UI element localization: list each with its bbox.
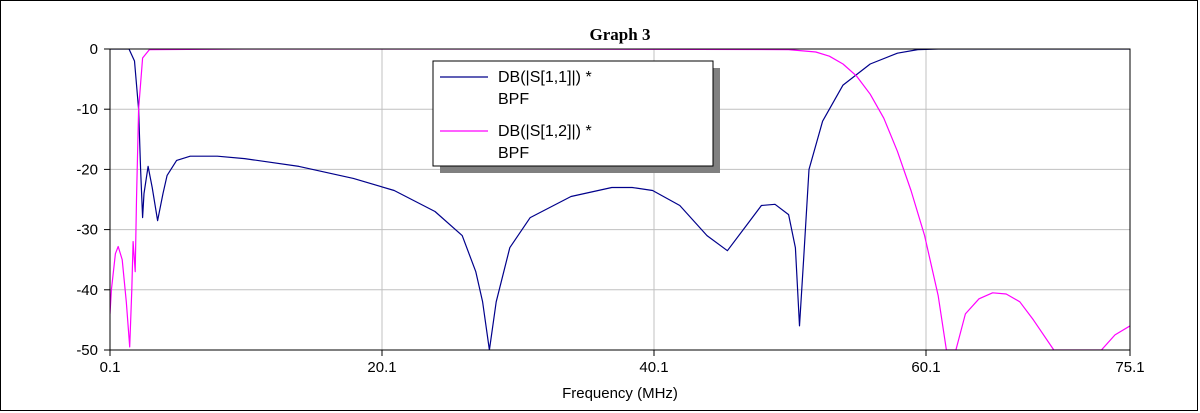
x-tick-label: 20.1 — [367, 359, 396, 376]
x-axis-label: Frequency (MHz) — [562, 385, 678, 402]
y-tick-label: -40 — [76, 282, 98, 299]
x-tick-label: 60.1 — [911, 359, 940, 376]
legend-box — [432, 60, 714, 167]
legend: DB(|S[1,1]|) * BPF DB(|S[1,2]|) * BPF — [432, 60, 720, 173]
series-line-s11 — [110, 49, 1130, 350]
x-tick-label: 75.1 — [1115, 359, 1144, 376]
x-tick-label: 0.1 — [100, 359, 121, 376]
plot-area-border — [109, 48, 1131, 351]
legend-label-s12-line2: BPF — [498, 145, 529, 162]
series-line-s12 — [110, 49, 1130, 350]
legend-label-s11-line1: DB(|S[1,1]|) * — [498, 69, 592, 86]
y-axis-ticks: 0 -10 -20 -30 -40 -50 — [76, 41, 110, 359]
y-tick-label: -10 — [76, 101, 98, 118]
y-tick-label: -20 — [76, 161, 98, 178]
x-tick-label: 40.1 — [639, 359, 668, 376]
x-axis-ticks: 0.1 20.1 40.1 60.1 75.1 — [100, 350, 1145, 376]
legend-label-s11-line2: BPF — [498, 91, 529, 108]
y-tick-label: -50 — [76, 342, 98, 359]
chart-title: Graph 3 — [590, 25, 651, 44]
y-tick-label: -30 — [76, 222, 98, 239]
series-group — [110, 49, 1130, 350]
legend-label-s12-line1: DB(|S[1,2]|) * — [498, 123, 592, 140]
y-tick-label: 0 — [90, 41, 98, 58]
